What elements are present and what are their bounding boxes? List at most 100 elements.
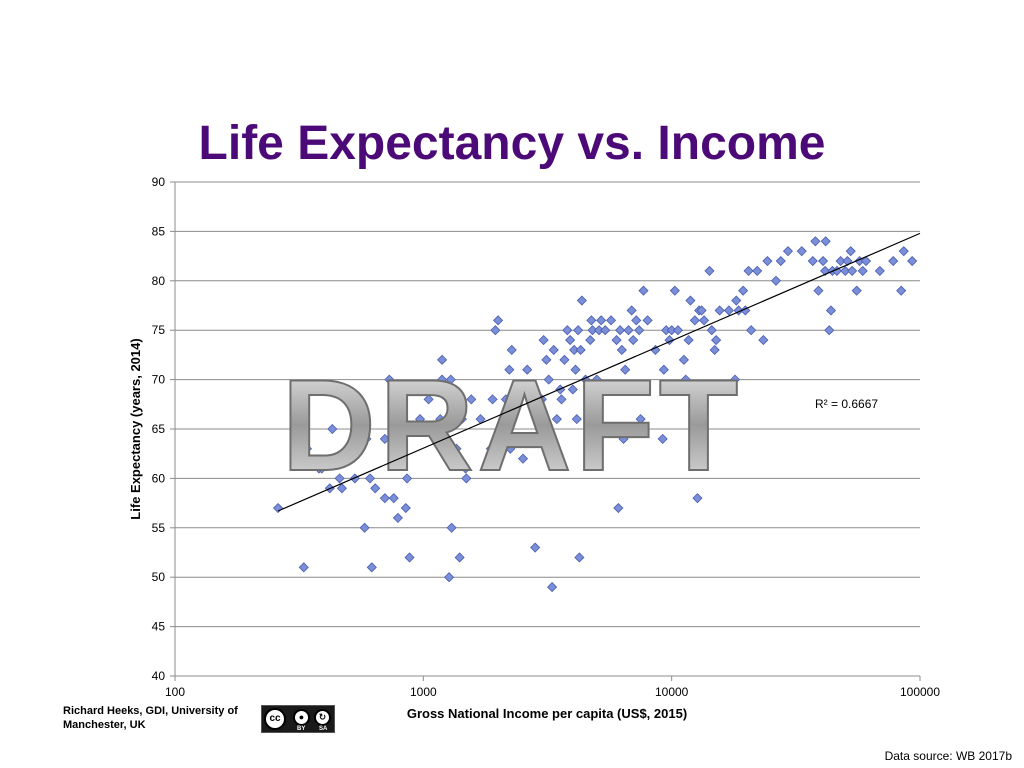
y-tick-label: 90 — [152, 175, 166, 189]
data-point — [446, 522, 457, 533]
data-point — [336, 483, 347, 494]
data-point — [658, 364, 669, 375]
data-point — [576, 295, 587, 306]
data-point — [334, 473, 345, 484]
data-point — [510, 384, 521, 395]
data-point — [635, 414, 646, 425]
data-point — [444, 572, 455, 583]
y-tick-label: 75 — [152, 323, 166, 337]
data-point — [729, 374, 741, 385]
data-point — [445, 374, 456, 385]
data-point — [731, 295, 742, 306]
data-point — [574, 552, 585, 563]
data-point — [400, 502, 411, 514]
data-point — [591, 374, 602, 385]
data-point — [847, 265, 858, 276]
data-point — [388, 493, 399, 504]
data-point — [460, 463, 471, 474]
data-point — [743, 265, 754, 276]
data-point — [327, 423, 338, 435]
data-point — [860, 255, 872, 267]
data-point — [506, 344, 517, 356]
data-point — [669, 285, 680, 296]
data-point — [490, 325, 501, 336]
data-point — [692, 493, 703, 504]
data-point — [689, 315, 700, 326]
data-point — [709, 344, 720, 356]
data-point — [813, 285, 824, 296]
data-point — [598, 423, 609, 435]
data-point — [435, 414, 446, 425]
data-point — [704, 265, 715, 276]
y-tick-label: 70 — [152, 373, 166, 387]
cc-sa-label: SA — [319, 726, 328, 732]
data-point — [562, 325, 573, 336]
x-tick-labels: 100 1000 10000 100000 — [165, 685, 940, 699]
data-point — [543, 374, 554, 385]
data-point — [672, 325, 684, 336]
creative-commons-badge[interactable]: cc ● ↻ BY SA — [261, 705, 335, 733]
data-point — [414, 414, 426, 425]
data-point — [461, 473, 472, 484]
y-tick-label: 40 — [152, 669, 166, 683]
data-point — [379, 493, 390, 504]
y-tick-label: 55 — [152, 521, 166, 535]
data-point — [770, 275, 782, 286]
data-point — [723, 305, 734, 316]
data-point — [618, 433, 629, 444]
data-point — [634, 325, 645, 336]
x-tick-label: 100 — [165, 685, 185, 699]
grid-lines — [175, 181, 920, 677]
data-point — [762, 255, 773, 267]
data-point — [565, 335, 576, 346]
data-point — [711, 335, 722, 346]
data-point — [810, 236, 821, 247]
data-point — [451, 443, 462, 454]
data-point — [758, 335, 769, 346]
data-source-note: Data source: WB 2017b — [884, 749, 1012, 763]
data-point — [573, 325, 584, 336]
data-point — [840, 265, 851, 276]
data-point — [316, 463, 327, 474]
data-point — [456, 414, 467, 425]
data-point — [406, 423, 418, 435]
data-point — [857, 265, 868, 276]
x-tick-label: 1000 — [410, 685, 437, 699]
y-tick-label: 65 — [152, 422, 166, 436]
trendline — [277, 232, 921, 512]
author-credit: Richard Heeks, GDI, University of Manche… — [63, 705, 238, 731]
data-point — [898, 246, 909, 257]
data-point — [517, 453, 529, 464]
data-point — [683, 335, 694, 346]
data-point — [541, 354, 552, 365]
data-point — [454, 552, 465, 563]
data-point — [820, 236, 831, 247]
data-point — [746, 325, 757, 336]
data-point — [807, 255, 818, 267]
y-tick-label: 80 — [152, 274, 166, 288]
y-tick-label: 60 — [152, 471, 166, 485]
cc-by-label: BY — [297, 726, 306, 732]
data-point — [600, 325, 611, 336]
data-point — [616, 344, 627, 356]
data-point — [504, 364, 515, 375]
data-point — [888, 255, 899, 267]
data-point — [396, 443, 407, 454]
data-point — [752, 265, 763, 276]
data-point — [845, 246, 856, 257]
data-point — [835, 255, 846, 267]
data-point — [642, 315, 653, 326]
data-point — [698, 315, 710, 326]
data-point — [685, 295, 696, 306]
data-point — [605, 315, 617, 326]
data-point — [366, 562, 377, 573]
data-point — [548, 344, 559, 356]
data-point — [623, 325, 634, 336]
data-point — [272, 502, 284, 514]
data-point — [379, 433, 390, 444]
data-point — [611, 335, 622, 346]
data-point — [706, 325, 717, 336]
cc-icon: cc — [264, 708, 286, 730]
data-point — [596, 315, 607, 326]
